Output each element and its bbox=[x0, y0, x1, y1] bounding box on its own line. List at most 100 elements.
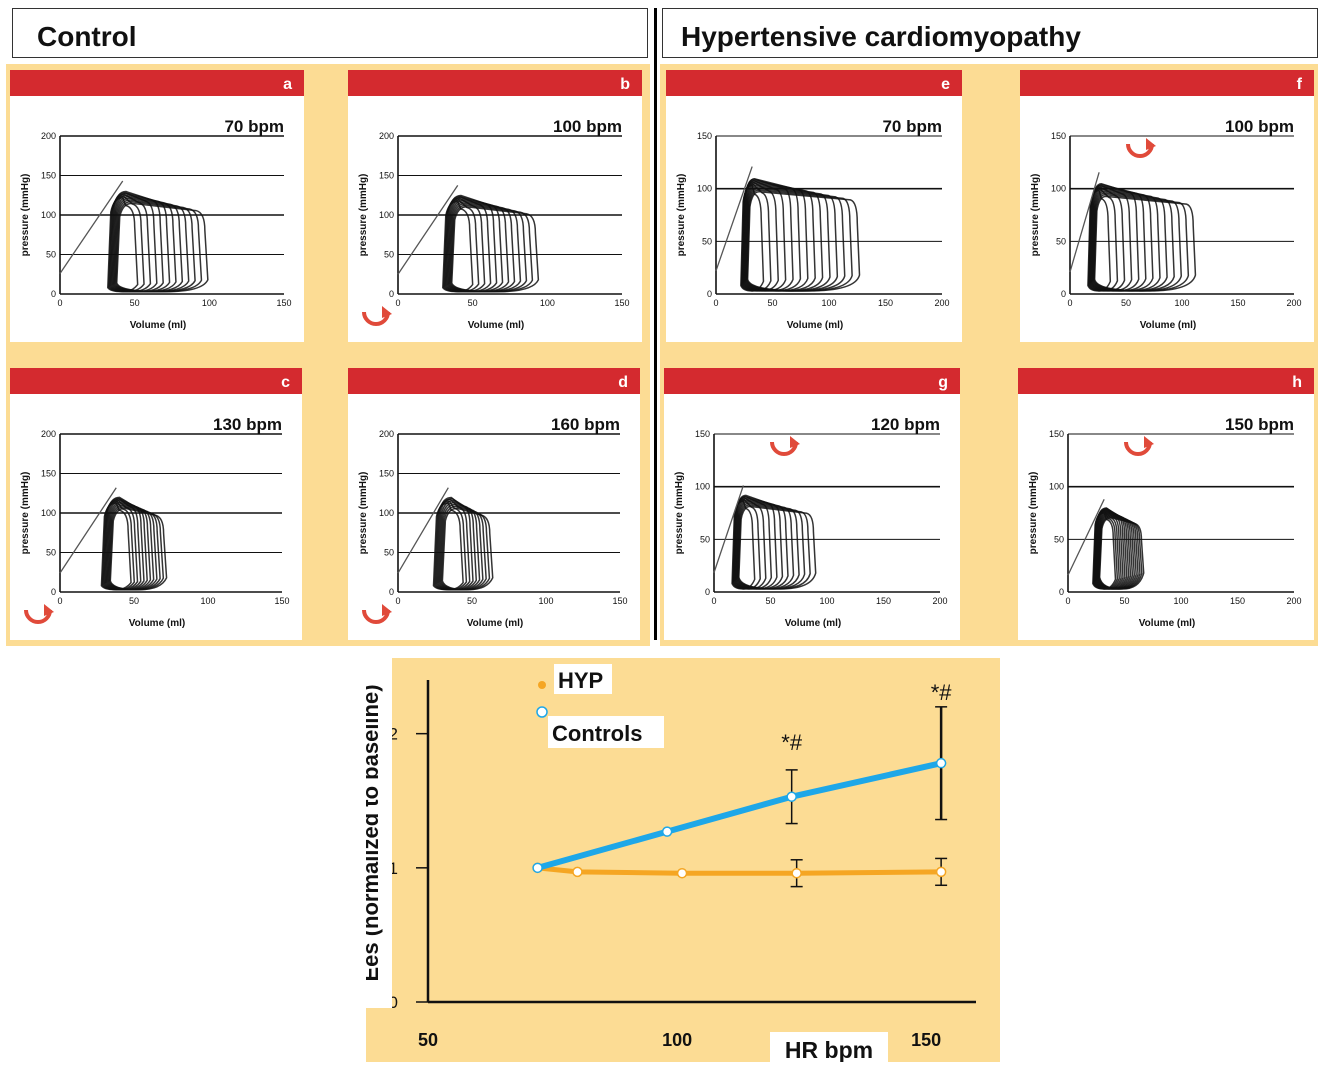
y-axis-label: pressure (mmHg) bbox=[20, 472, 31, 555]
ees-x-tick-label: 150 bbox=[911, 1030, 941, 1050]
panel-letter: d bbox=[618, 374, 628, 391]
x-tick-label: 200 bbox=[1286, 298, 1301, 308]
x-axis-label: Volume (ml) bbox=[787, 320, 843, 331]
espvr-line bbox=[397, 185, 459, 275]
y-tick-label: 100 bbox=[1049, 482, 1064, 492]
x-axis-label: Volume (ml) bbox=[467, 618, 523, 629]
y-axis-label: pressure (mmHg) bbox=[674, 472, 685, 555]
ees-data-point bbox=[786, 791, 797, 802]
rotate-arrow-icon bbox=[24, 609, 52, 624]
x-tick-label: 0 bbox=[713, 298, 718, 308]
y-tick-label: 150 bbox=[1051, 131, 1066, 141]
x-axis-label: Volume (ml) bbox=[1140, 320, 1196, 331]
legend-marker-controls bbox=[536, 706, 548, 718]
pv-panel-svg-a: a 70 bpm 200 150 100 50 00 50 100 150 Volume (ml) p… bbox=[10, 70, 304, 342]
ees-x-tick-label: 100 bbox=[662, 1030, 692, 1050]
ees-data-point bbox=[935, 757, 947, 769]
pv-panel-svg-f: f 100 bpm 150 100 50 00 50 100 150 200 Volume (ml)… bbox=[1020, 70, 1314, 342]
panel-header-bar bbox=[10, 368, 302, 394]
x-tick-label: 100 bbox=[1174, 298, 1189, 308]
panel-header-bar bbox=[10, 70, 304, 96]
y-axis-label: pressure (mmHg) bbox=[1030, 174, 1041, 257]
heart-rate-label: 150 bpm bbox=[1225, 415, 1294, 434]
pv-panel-svg-b: b 100 bpm 200 150 100 50 00 50 100 150 Volume (ml)… bbox=[348, 70, 642, 342]
x-tick-label: 200 bbox=[1286, 596, 1301, 606]
y-tick-label: 150 bbox=[41, 469, 56, 479]
y-tick-label: 150 bbox=[1049, 429, 1064, 439]
x-tick-label: 150 bbox=[612, 596, 627, 606]
heart-rate-label: 70 bpm bbox=[224, 117, 284, 136]
control-group-title: Control bbox=[12, 8, 648, 58]
x-tick-label: 100 bbox=[200, 596, 215, 606]
pv-loops bbox=[432, 496, 494, 591]
x-axis-label: Volume (ml) bbox=[468, 320, 524, 331]
y-tick-label: 0 bbox=[389, 587, 394, 597]
y-tick-label: 100 bbox=[697, 184, 712, 194]
ees-y-tick-label: 0 bbox=[389, 993, 398, 1012]
y-tick-label: 200 bbox=[379, 131, 394, 141]
x-tick-label: 200 bbox=[934, 298, 949, 308]
panel-letter: e bbox=[941, 76, 950, 93]
legend-label-controls: Controls bbox=[552, 721, 642, 746]
y-tick-label: 0 bbox=[1061, 289, 1066, 299]
y-tick-label: 200 bbox=[41, 131, 56, 141]
y-axis-label: pressure (mmHg) bbox=[676, 174, 687, 257]
y-tick-label: 100 bbox=[1051, 184, 1066, 194]
panel-header-bar bbox=[348, 70, 642, 96]
ees-x-tick-label: 50 bbox=[418, 1030, 438, 1050]
heart-rate-label: 100 bpm bbox=[553, 117, 622, 136]
panel-letter: a bbox=[283, 76, 292, 93]
ees-data-point bbox=[572, 866, 583, 878]
panel-letter: h bbox=[1292, 374, 1302, 391]
ees-data-point bbox=[532, 862, 543, 874]
ees-series-hyp bbox=[532, 857, 948, 888]
espvr-line bbox=[397, 487, 449, 574]
pv-panel-svg-c: c 130 bpm 200 150 100 50 00 50 100 150 Volume (ml)… bbox=[10, 368, 302, 640]
pv-loops bbox=[740, 178, 861, 292]
x-tick-label: 100 bbox=[202, 298, 217, 308]
pv-panel-svg-e: e 70 bpm 150 100 50 00 50 100 150 200 Volume (ml) p… bbox=[666, 70, 962, 342]
y-tick-label: 200 bbox=[379, 429, 394, 439]
ees-y-label-bg bbox=[362, 658, 392, 1008]
pv-panel-e: e 70 bpm 150 100 50 0 0 50 100 150 200 Volume (ml) p… bbox=[666, 70, 962, 342]
x-tick-label: 150 bbox=[878, 298, 893, 308]
significance-marker: *# bbox=[781, 730, 803, 755]
x-tick-label: 50 bbox=[1119, 596, 1129, 606]
x-tick-label: 150 bbox=[876, 596, 891, 606]
x-tick-label: 150 bbox=[614, 298, 629, 308]
x-tick-label: 100 bbox=[1173, 596, 1188, 606]
pv-loops bbox=[731, 494, 817, 590]
panel-header-bar bbox=[664, 368, 960, 394]
y-tick-label: 150 bbox=[697, 131, 712, 141]
x-tick-label: 150 bbox=[274, 596, 289, 606]
pv-loops bbox=[1092, 507, 1145, 590]
pv-loop bbox=[746, 190, 861, 292]
x-axis-label: Volume (ml) bbox=[785, 618, 841, 629]
espvr-line bbox=[59, 487, 117, 574]
ees-x-label-bg bbox=[770, 1032, 888, 1062]
espvr-line bbox=[59, 180, 124, 274]
pv-panel-h: h 150 bpm 150 100 50 0 0 50 100 150 200 Volume (ml)… bbox=[1018, 368, 1314, 640]
pv-loops bbox=[1087, 182, 1197, 292]
rotate-arrow-icon bbox=[362, 311, 390, 326]
x-tick-label: 100 bbox=[819, 596, 834, 606]
heart-rate-label: 70 bpm bbox=[882, 117, 942, 136]
y-tick-label: 150 bbox=[41, 171, 56, 181]
y-axis-label: pressure (mmHg) bbox=[20, 174, 31, 257]
pv-loop bbox=[1098, 516, 1145, 590]
y-axis-label: pressure (mmHg) bbox=[358, 472, 369, 555]
panel-plot-area bbox=[348, 368, 640, 640]
x-tick-label: 50 bbox=[767, 298, 777, 308]
legend-label-bg bbox=[548, 716, 664, 748]
pv-loop bbox=[738, 505, 817, 590]
y-tick-label: 50 bbox=[702, 236, 712, 246]
x-tick-label: 0 bbox=[711, 596, 716, 606]
pv-panel-c: c 130 bpm 200 150 100 50 0 0 50 100 150 Volume (ml)… bbox=[10, 368, 302, 640]
panel-header-bar bbox=[1020, 70, 1314, 96]
rotate-arrowhead-icon bbox=[382, 306, 392, 318]
y-tick-label: 50 bbox=[46, 548, 56, 558]
y-tick-label: 0 bbox=[705, 587, 710, 597]
group-divider bbox=[654, 8, 657, 640]
x-tick-label: 200 bbox=[932, 596, 947, 606]
espvr-line bbox=[715, 166, 753, 272]
